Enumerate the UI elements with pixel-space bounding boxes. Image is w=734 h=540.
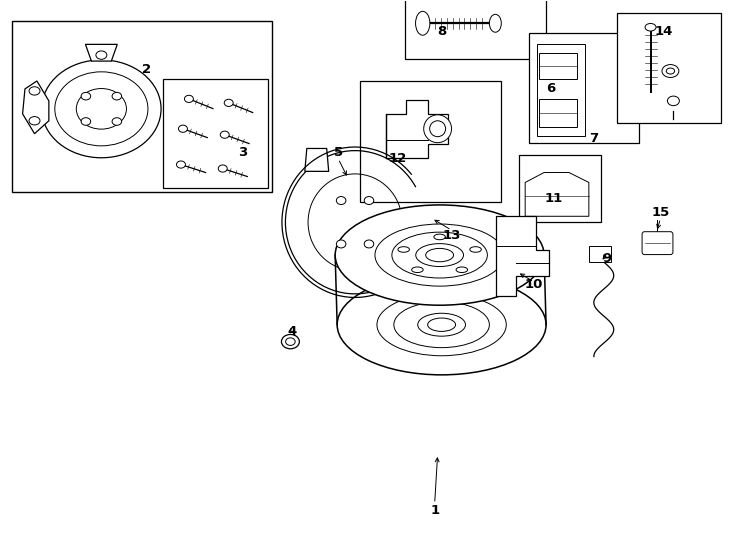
- Ellipse shape: [96, 51, 107, 59]
- Text: 5: 5: [333, 146, 343, 159]
- Text: 9: 9: [602, 252, 611, 265]
- FancyBboxPatch shape: [642, 232, 673, 254]
- Ellipse shape: [55, 72, 148, 146]
- Text: 8: 8: [437, 25, 446, 38]
- Ellipse shape: [218, 165, 228, 172]
- Text: 12: 12: [389, 152, 407, 165]
- Text: 7: 7: [589, 132, 598, 145]
- Text: 14: 14: [654, 25, 672, 38]
- Bar: [537, 44, 585, 136]
- Ellipse shape: [490, 15, 501, 32]
- Ellipse shape: [415, 11, 430, 35]
- Polygon shape: [305, 148, 329, 171]
- Ellipse shape: [377, 294, 506, 356]
- Ellipse shape: [76, 89, 126, 129]
- Polygon shape: [386, 100, 448, 158]
- Polygon shape: [85, 44, 117, 61]
- Ellipse shape: [412, 267, 424, 273]
- Ellipse shape: [337, 274, 546, 375]
- Ellipse shape: [426, 248, 454, 262]
- Ellipse shape: [112, 118, 122, 125]
- Text: 1: 1: [430, 504, 439, 517]
- Ellipse shape: [398, 247, 410, 252]
- Text: 2: 2: [142, 63, 150, 76]
- Ellipse shape: [178, 125, 187, 132]
- Text: 4: 4: [288, 325, 297, 338]
- Ellipse shape: [418, 313, 465, 336]
- Ellipse shape: [424, 115, 451, 143]
- Ellipse shape: [220, 131, 229, 138]
- Ellipse shape: [456, 267, 468, 273]
- Ellipse shape: [434, 234, 446, 240]
- Ellipse shape: [336, 240, 346, 248]
- Ellipse shape: [364, 240, 374, 248]
- Ellipse shape: [281, 334, 299, 349]
- Polygon shape: [526, 172, 589, 217]
- Text: 13: 13: [443, 228, 461, 242]
- Text: 6: 6: [546, 83, 556, 96]
- Text: 10: 10: [525, 279, 543, 292]
- Ellipse shape: [394, 302, 490, 348]
- Ellipse shape: [364, 197, 374, 205]
- Ellipse shape: [392, 232, 487, 278]
- Ellipse shape: [112, 92, 122, 100]
- Bar: [519, 154, 601, 222]
- Ellipse shape: [176, 161, 186, 168]
- Bar: [405, 0, 546, 59]
- Ellipse shape: [29, 87, 40, 95]
- Polygon shape: [496, 217, 549, 296]
- Ellipse shape: [184, 95, 193, 103]
- Polygon shape: [539, 53, 577, 79]
- Ellipse shape: [415, 244, 463, 267]
- Ellipse shape: [429, 121, 446, 137]
- Ellipse shape: [81, 92, 91, 100]
- Ellipse shape: [336, 197, 346, 205]
- Bar: [12, 21, 272, 192]
- Text: 15: 15: [651, 206, 669, 219]
- Bar: [589, 246, 611, 262]
- Ellipse shape: [42, 60, 161, 158]
- Ellipse shape: [662, 65, 679, 78]
- Text: 3: 3: [238, 146, 247, 159]
- Bar: [360, 81, 501, 202]
- Ellipse shape: [428, 318, 456, 332]
- Bar: [529, 33, 639, 143]
- Ellipse shape: [666, 68, 675, 74]
- Ellipse shape: [470, 247, 482, 252]
- Ellipse shape: [286, 338, 295, 346]
- Bar: [163, 79, 267, 188]
- Ellipse shape: [335, 205, 544, 305]
- Text: 11: 11: [545, 192, 563, 205]
- Polygon shape: [539, 99, 577, 127]
- Ellipse shape: [645, 23, 656, 31]
- Ellipse shape: [225, 99, 233, 106]
- Ellipse shape: [667, 96, 680, 106]
- Ellipse shape: [375, 224, 504, 286]
- Ellipse shape: [29, 117, 40, 125]
- Polygon shape: [23, 81, 49, 134]
- Ellipse shape: [81, 118, 91, 125]
- Bar: [617, 14, 722, 123]
